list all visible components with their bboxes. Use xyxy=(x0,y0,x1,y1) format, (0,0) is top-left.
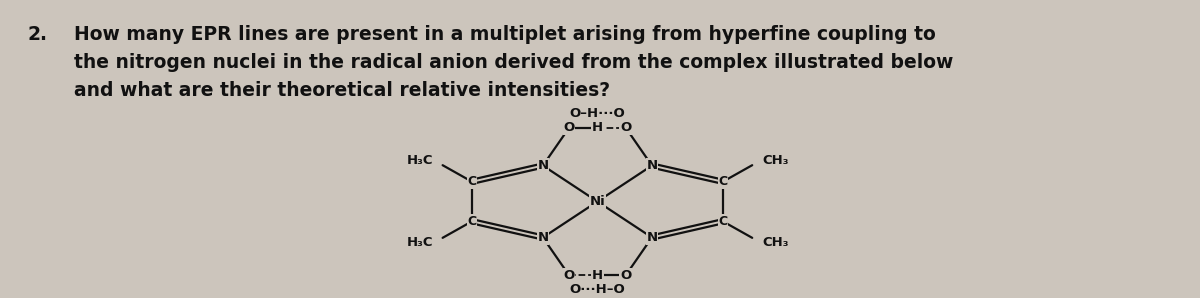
Text: and what are their theoretical relative intensities?: and what are their theoretical relative … xyxy=(74,81,611,100)
Text: O: O xyxy=(564,121,575,134)
Text: the nitrogen nuclei in the radical anion derived from the complex illustrated be: the nitrogen nuclei in the radical anion… xyxy=(74,53,954,72)
Text: C: C xyxy=(719,215,727,228)
Text: N: N xyxy=(538,231,548,244)
Text: H: H xyxy=(592,121,602,134)
Text: C: C xyxy=(719,175,727,188)
Text: H: H xyxy=(592,269,602,282)
Text: O: O xyxy=(620,121,631,134)
Text: Ni: Ni xyxy=(589,195,605,208)
Text: C: C xyxy=(468,215,476,228)
Text: CH₃: CH₃ xyxy=(762,236,788,249)
Text: N: N xyxy=(538,159,548,172)
Text: O: O xyxy=(620,269,631,282)
Text: H₃C: H₃C xyxy=(407,236,433,249)
Text: How many EPR lines are present in a multiplet arising from hyperfine coupling to: How many EPR lines are present in a mult… xyxy=(74,24,936,44)
Text: O: O xyxy=(564,269,575,282)
Text: CH₃: CH₃ xyxy=(762,154,788,167)
Text: O–H···O: O–H···O xyxy=(570,107,625,120)
Text: N: N xyxy=(647,159,658,172)
Text: O···H–O: O···H–O xyxy=(570,283,625,296)
Text: N: N xyxy=(647,231,658,244)
Text: C: C xyxy=(468,175,476,188)
Text: 2.: 2. xyxy=(28,24,48,44)
Text: H₃C: H₃C xyxy=(407,154,433,167)
